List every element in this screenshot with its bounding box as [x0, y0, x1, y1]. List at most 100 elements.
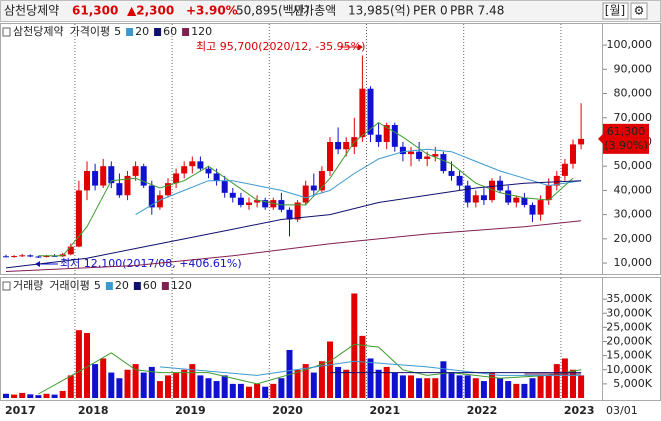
per: PER 0: [413, 4, 448, 18]
volume-bar: [108, 372, 115, 398]
candle-body: [383, 125, 390, 142]
candle-body: [92, 171, 99, 186]
volume-bar: [140, 372, 147, 398]
period-button-label[interactable]: [월]: [605, 4, 625, 18]
volume-bar: [570, 369, 576, 398]
volume-bar: [254, 383, 261, 398]
candle-body: [480, 195, 487, 201]
y-tick-label: 50,000: [614, 159, 653, 172]
legend-swatch: [133, 282, 141, 290]
volume-bar: [513, 383, 520, 398]
volume-bar: [124, 369, 131, 398]
price: 61,300: [72, 4, 118, 18]
high-annotation: 최고 95,700(2020/12, -35.95%): [196, 40, 365, 53]
moving-average-line: [5, 180, 582, 269]
legend-ma-label: 거래이평: [49, 279, 89, 292]
volume-bar: [19, 392, 26, 398]
volume-bar: [3, 393, 9, 398]
volume-bar: [84, 333, 90, 398]
y-tick-label: 20,000K: [606, 335, 652, 348]
candle-body: [11, 256, 18, 258]
volume-bar: [43, 393, 50, 398]
candle-body: [189, 161, 196, 167]
candle-body: [221, 180, 228, 193]
candle-body: [464, 185, 471, 203]
candle-body: [19, 255, 26, 257]
volume-bar: [181, 369, 188, 398]
y-tick-label: 90,000: [614, 62, 653, 75]
volume-bar: [448, 372, 455, 398]
volume-bar: [262, 386, 269, 398]
candle-body: [424, 156, 431, 159]
period-button[interactable]: [602, 2, 629, 20]
candle-body: [124, 175, 131, 196]
volume-bar: [375, 369, 382, 398]
volume-bar: [464, 375, 471, 398]
candle-body: [408, 151, 414, 155]
candle-body: [570, 144, 576, 164]
date-label: 03/01: [606, 404, 638, 417]
candle-body: [156, 195, 163, 208]
candle-body: [375, 134, 382, 142]
y-tick-label: 5,000K: [613, 377, 652, 390]
volume-bar: [318, 361, 325, 398]
volume-bar: [51, 394, 58, 398]
candle-body: [148, 185, 155, 208]
volume-bar: [116, 378, 123, 398]
candle-body: [213, 173, 220, 181]
candle-body: [205, 168, 212, 174]
candle-body: [165, 183, 171, 196]
candle-body: [294, 202, 301, 220]
change-pct: +3.90%: [186, 4, 238, 18]
y-tick-label: 30,000: [614, 208, 653, 221]
candle-body: [359, 88, 366, 138]
candle-body: [432, 154, 439, 157]
candle-body: [521, 197, 528, 205]
candle-body: [67, 246, 74, 255]
y-tick-label: 80,000: [614, 87, 653, 100]
legend-entry: 120: [171, 279, 192, 292]
candle-body: [310, 185, 317, 191]
candle-body: [108, 166, 115, 184]
y-tick-label: 30,000K: [606, 306, 652, 319]
candle-body: [246, 202, 252, 205]
volume-bar: [359, 335, 366, 398]
candle-body: [472, 195, 479, 203]
settings-icon[interactable]: ⚙: [634, 4, 645, 18]
volume-bar: [578, 375, 585, 398]
candle-body: [254, 200, 261, 203]
candle-body: [3, 256, 9, 258]
volume-bar: [205, 378, 212, 398]
candle-body: [132, 166, 139, 176]
high-arrowhead: [358, 44, 363, 50]
volume-bar: [302, 364, 309, 398]
volume-bar: [480, 381, 487, 398]
candle-body: [456, 175, 463, 186]
volume-bar: [132, 364, 139, 398]
volume-bar: [92, 364, 99, 398]
moving-average-line: [38, 121, 574, 257]
y-tick-label: 40,000: [614, 183, 653, 196]
candle-body: [513, 197, 520, 203]
volume-bar: [335, 366, 342, 398]
price-tag-value: 61,300: [607, 125, 646, 138]
legend-swatch: [105, 282, 113, 290]
volume-bar: [270, 383, 277, 398]
volume-bar: [367, 358, 374, 398]
settings-button[interactable]: [630, 2, 648, 20]
legend-entry: 20: [115, 279, 129, 292]
y-tick-label: 10,000K: [606, 363, 652, 376]
market-cap: 13,985(억): [348, 4, 410, 18]
volume-bar: [391, 372, 398, 398]
x-tick-label: 2022: [467, 404, 498, 417]
legend-swatch: [182, 28, 190, 36]
market-cap-label: 시가총액: [292, 4, 336, 18]
candle-body: [545, 185, 552, 201]
volume-bar: [27, 394, 34, 398]
legend-entry: 20: [135, 25, 149, 38]
change: ▲2,300: [127, 4, 174, 18]
stock-name: 삼천당제약: [4, 3, 59, 18]
price-tag: [603, 123, 649, 154]
volume-bar: [399, 375, 406, 398]
candle-body: [553, 175, 560, 186]
